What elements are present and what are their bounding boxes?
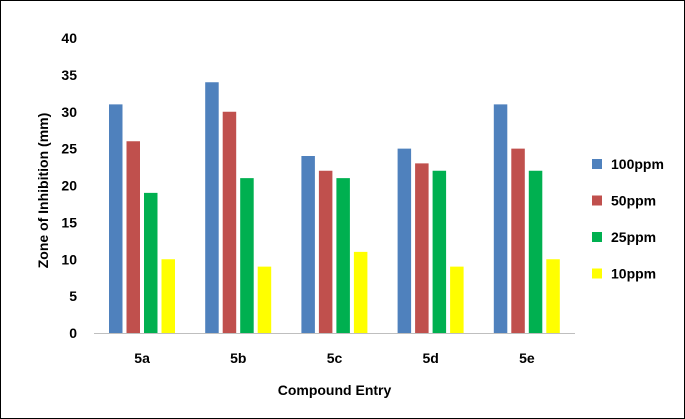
y-tick-label: 25 [61, 141, 77, 157]
bar-25ppm-5b [240, 178, 254, 333]
bar-100ppm-5c [301, 156, 315, 333]
bar-100ppm-5d [397, 148, 412, 333]
bar-50ppm-5e [511, 148, 525, 333]
bar-50ppm-5c [318, 170, 333, 333]
y-tick-label: 30 [61, 104, 77, 120]
bar-50ppm-5a [126, 141, 140, 333]
legend-label-50ppm: 50ppm [611, 193, 656, 209]
legend-label-25ppm: 25ppm [611, 229, 656, 245]
bar-25ppm-5d [432, 170, 447, 333]
legend-label-100ppm: 100ppm [611, 156, 664, 172]
bar-100ppm-5e [493, 104, 508, 333]
legend-swatch-100ppm [592, 159, 602, 169]
x-tick-label: 5d [423, 350, 439, 366]
x-tick-label: 5b [230, 350, 246, 366]
bar-25ppm-5c [336, 178, 350, 333]
bar-25ppm-5e [528, 170, 543, 333]
y-tick-label: 20 [61, 178, 77, 194]
bar-50ppm-5d [415, 163, 429, 333]
legend-label-10ppm: 10ppm [611, 266, 656, 282]
y-tick-label: 5 [69, 288, 77, 304]
y-tick-label: 10 [61, 251, 77, 267]
bar-10ppm-5c [353, 251, 368, 333]
legend-swatch-25ppm [592, 232, 602, 242]
y-axis-title: Zone of Inhibition (mm) [35, 113, 51, 269]
x-tick-label: 5e [519, 350, 535, 366]
bar-10ppm-5a [161, 259, 175, 333]
x-tick-label: 5a [134, 350, 150, 366]
y-tick-label: 0 [69, 325, 77, 341]
y-tick-label: 40 [61, 30, 77, 46]
bar-100ppm-5a [109, 104, 123, 333]
legend: 100ppm 50ppm 25ppm 10ppm [592, 156, 664, 282]
x-axis-title: Compound Entry [278, 382, 392, 398]
x-axis-ticks: 5a 5b 5c 5d 5e [134, 350, 535, 366]
bar-10ppm-5b [257, 266, 272, 333]
bar-100ppm-5b [205, 82, 219, 333]
legend-swatch-10ppm [592, 268, 602, 279]
bars [109, 82, 560, 333]
y-tick-label: 35 [61, 67, 77, 83]
y-tick-label: 15 [61, 214, 77, 230]
y-axis-ticks: 0 5 10 15 20 25 30 35 40 [61, 30, 77, 341]
x-tick-label: 5c [327, 350, 343, 366]
bar-10ppm-5d [450, 266, 464, 333]
bar-10ppm-5e [546, 259, 560, 333]
bar-50ppm-5b [222, 111, 237, 333]
legend-swatch-50ppm [592, 195, 602, 206]
bar-25ppm-5a [144, 192, 158, 333]
